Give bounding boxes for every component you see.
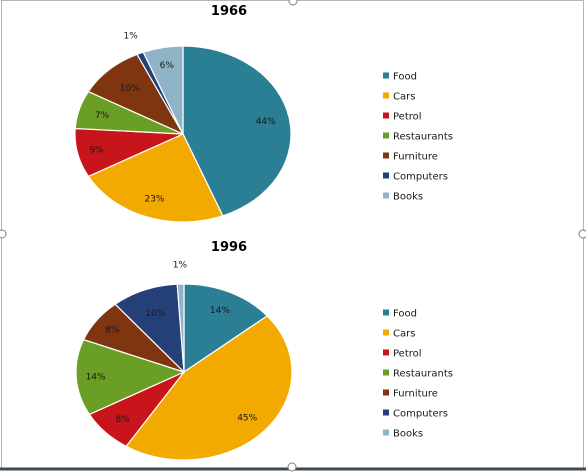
legend-label-restaurants: Restaurants bbox=[393, 132, 453, 143]
slice-label-books: 6% bbox=[160, 61, 175, 71]
legend-swatch-petrol bbox=[383, 349, 389, 356]
legend-swatch-food bbox=[383, 309, 389, 316]
pie-slice-food bbox=[183, 283, 269, 374]
pie-slice-books bbox=[176, 283, 185, 373]
slice-label-computers: 1% bbox=[124, 32, 139, 42]
legend-swatch-books bbox=[383, 192, 389, 199]
legend-label-furniture: Furniture bbox=[393, 152, 438, 163]
legend: Food Cars Petrol Restaurants Furniture Comput… bbox=[383, 72, 453, 203]
charts-layer: 1966 44% 23% 9% 7% 10% 1% 6% Food Cars Petrol Resta… bbox=[74, 4, 453, 461]
pie-chart-1996: 1996 14% 45% 8% 14% 8% 10% 1% Food Cars Petrol Rest… bbox=[75, 240, 453, 461]
legend-swatch-computers bbox=[383, 172, 389, 179]
legend-swatch-petrol bbox=[383, 112, 389, 119]
legend-label-food: Food bbox=[393, 309, 417, 320]
legend-swatch-furniture bbox=[383, 389, 389, 396]
pie-slice-food bbox=[182, 45, 292, 217]
slice-label-food: 14% bbox=[210, 306, 230, 316]
legend-swatch-restaurants bbox=[383, 132, 389, 139]
slice-label-computers: 10% bbox=[145, 309, 165, 319]
slice-label-petrol: 8% bbox=[115, 415, 130, 425]
slice-label-restaurants: 7% bbox=[95, 111, 110, 121]
legend-label-computers: Computers bbox=[393, 172, 448, 183]
resize-handle-bottom[interactable] bbox=[287, 462, 297, 472]
legend-label-restaurants: Restaurants bbox=[393, 369, 453, 380]
resize-handle-right[interactable] bbox=[578, 229, 586, 239]
pie-chart-1966: 1966 44% 23% 9% 7% 10% 1% 6% Food Cars Petrol Resta… bbox=[74, 4, 453, 223]
legend-swatch-furniture bbox=[383, 152, 389, 159]
legend-swatch-books bbox=[383, 429, 389, 436]
legend-label-food: Food bbox=[393, 72, 417, 83]
slice-label-food: 44% bbox=[256, 117, 276, 127]
legend-swatch-cars bbox=[383, 92, 389, 99]
pie-slice-cars bbox=[87, 133, 224, 223]
legend-swatch-restaurants bbox=[383, 369, 389, 376]
legend-swatch-food bbox=[383, 72, 389, 79]
chart-title: 1966 bbox=[211, 4, 247, 19]
pie-slice-cars bbox=[125, 315, 293, 461]
slice-label-furniture: 10% bbox=[120, 84, 140, 94]
legend-label-furniture: Furniture bbox=[393, 389, 438, 400]
legend-label-computers: Computers bbox=[393, 409, 448, 420]
slice-label-cars: 23% bbox=[144, 195, 164, 205]
legend-swatch-cars bbox=[383, 329, 389, 336]
chart-title: 1996 bbox=[211, 240, 247, 255]
legend-label-petrol: Petrol bbox=[393, 112, 422, 123]
legend-label-cars: Cars bbox=[393, 92, 415, 103]
legend-label-books: Books bbox=[393, 429, 423, 440]
resize-handle-top[interactable] bbox=[288, 0, 298, 6]
slice-label-furniture: 8% bbox=[105, 326, 120, 336]
legend: Food Cars Petrol Restaurants Furniture Comput… bbox=[383, 309, 453, 440]
legend-swatch-computers bbox=[383, 409, 389, 416]
resize-handle-left[interactable] bbox=[0, 229, 7, 239]
pie-slice-books bbox=[142, 45, 184, 135]
slice-label-cars: 45% bbox=[237, 413, 257, 423]
legend-label-petrol: Petrol bbox=[393, 349, 422, 360]
pie-slice-restaurants bbox=[75, 338, 186, 416]
slice-label-restaurants: 14% bbox=[86, 373, 106, 383]
slice-label-petrol: 9% bbox=[89, 146, 104, 156]
legend-label-cars: Cars bbox=[393, 329, 415, 340]
slice-label-books: 1% bbox=[173, 261, 188, 271]
legend-label-books: Books bbox=[393, 192, 423, 203]
